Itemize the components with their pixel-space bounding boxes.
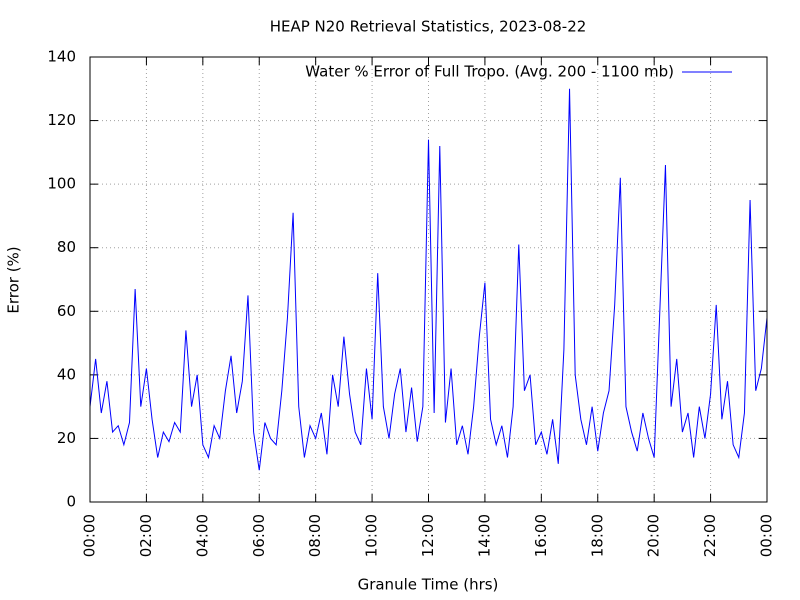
y-tick-label: 80 xyxy=(57,238,76,256)
x-tick-label: 06:00 xyxy=(250,514,268,557)
x-tick-label: 00:00 xyxy=(81,514,99,557)
x-axis-label: Granule Time (hrs) xyxy=(358,576,499,594)
y-tick-label: 20 xyxy=(57,429,76,447)
data-line xyxy=(89,88,768,471)
x-tick-label: 04:00 xyxy=(193,514,211,557)
y-tick-label: 60 xyxy=(57,302,76,320)
y-tick-label: 120 xyxy=(47,111,76,129)
x-tick-label: 20:00 xyxy=(645,514,663,557)
x-tick-label: 10:00 xyxy=(363,514,381,557)
x-tick-label: 22:00 xyxy=(701,514,719,557)
x-tick-label: 02:00 xyxy=(137,514,155,557)
legend-label: Water % Error of Full Tropo. (Avg. 200 -… xyxy=(305,63,674,81)
x-tick-label: 16:00 xyxy=(532,514,550,557)
y-tick-label: 100 xyxy=(47,175,76,193)
x-tick-label: 00:00 xyxy=(758,514,776,557)
y-tick-label: 140 xyxy=(47,48,76,66)
x-tick-label: 12:00 xyxy=(419,514,437,557)
x-tick-label: 14:00 xyxy=(475,514,493,557)
chart-title: HEAP N20 Retrieval Statistics, 2023-08-2… xyxy=(270,18,587,36)
x-tick-label: 18:00 xyxy=(588,514,606,557)
plot-border xyxy=(89,56,768,503)
y-tick-label: 40 xyxy=(57,365,76,383)
y-tick-label: 0 xyxy=(66,493,76,511)
x-tick-label: 08:00 xyxy=(306,514,324,557)
y-axis-label: Error (%) xyxy=(5,246,23,313)
